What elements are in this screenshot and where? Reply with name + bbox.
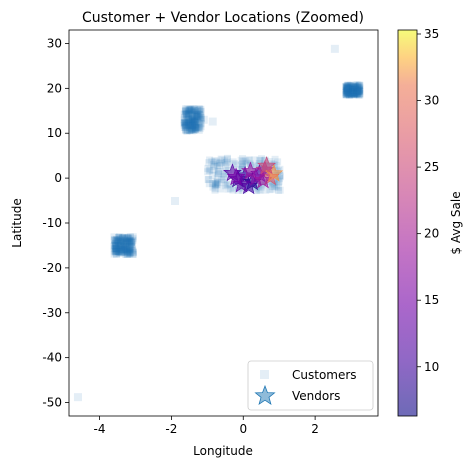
customer-point	[111, 236, 118, 243]
legend-customers-marker	[260, 370, 269, 379]
customer-point	[120, 246, 127, 253]
x-tick-label: 2	[311, 422, 319, 436]
customer-point	[126, 250, 133, 257]
customer-point	[200, 116, 208, 124]
colorbar-tick-label: 20	[424, 227, 439, 241]
customer-point	[353, 90, 360, 97]
customer-point	[354, 84, 361, 91]
colorbar-gradient	[398, 30, 417, 416]
plot-area	[74, 45, 363, 401]
plot-frame	[69, 30, 378, 416]
y-axis-ticks: 30 20 10 0 -10 -20 -30 -40 -50	[42, 36, 69, 409]
colorbar-label: $ Avg Sale	[449, 191, 463, 254]
customer-point	[183, 120, 190, 127]
customer-point	[205, 176, 212, 183]
colorbar: 10 15 20 25 30 35 $ Avg Sale	[398, 27, 463, 416]
y-axis-label: Latitude	[10, 198, 24, 247]
colorbar-tick-label: 15	[424, 293, 439, 307]
customer-point	[193, 112, 200, 119]
y-tick-label: -50	[42, 396, 62, 410]
chart-title: Customer + Vendor Locations (Zoomed)	[82, 10, 364, 26]
legend-vendors-label: Vendors	[292, 389, 340, 403]
y-tick-label: 10	[47, 126, 62, 140]
customer-point	[212, 158, 220, 166]
customer-point	[171, 197, 179, 205]
x-tick-label: -4	[94, 422, 106, 436]
customer-point	[74, 393, 82, 401]
customer-point	[331, 45, 339, 53]
colorbar-tick-label: 30	[424, 94, 439, 108]
customer-point	[213, 178, 220, 185]
x-axis-label: Longitude	[193, 444, 253, 458]
y-tick-label: -20	[42, 261, 62, 275]
customer-point	[258, 155, 265, 162]
customer-point	[343, 88, 350, 95]
x-tick-label: -2	[165, 422, 177, 436]
customer-point	[214, 170, 221, 177]
customers-layer	[74, 45, 363, 401]
colorbar-ticks: 10 15 20 25 30 35	[417, 27, 439, 374]
customer-point	[112, 245, 119, 252]
y-tick-label: -30	[42, 306, 62, 320]
customer-point	[209, 118, 217, 126]
colorbar-tick-label: 35	[424, 27, 439, 41]
customer-point	[206, 166, 213, 173]
colorbar-tick-label: 10	[424, 360, 439, 374]
y-tick-label: 0	[54, 171, 62, 185]
customer-point	[129, 237, 136, 244]
x-axis-ticks: -4 -2 0 2	[94, 416, 319, 436]
y-tick-label: 20	[47, 81, 62, 95]
y-tick-label: -40	[42, 351, 62, 365]
legend-customers-label: Customers	[292, 368, 357, 382]
x-tick-label: 0	[239, 422, 247, 436]
customer-point	[191, 124, 198, 131]
y-tick-label: -10	[42, 216, 62, 230]
customer-point	[186, 106, 193, 113]
y-tick-label: 30	[47, 36, 62, 50]
colorbar-tick-label: 25	[424, 160, 439, 174]
legend: Customers Vendors	[248, 361, 373, 410]
